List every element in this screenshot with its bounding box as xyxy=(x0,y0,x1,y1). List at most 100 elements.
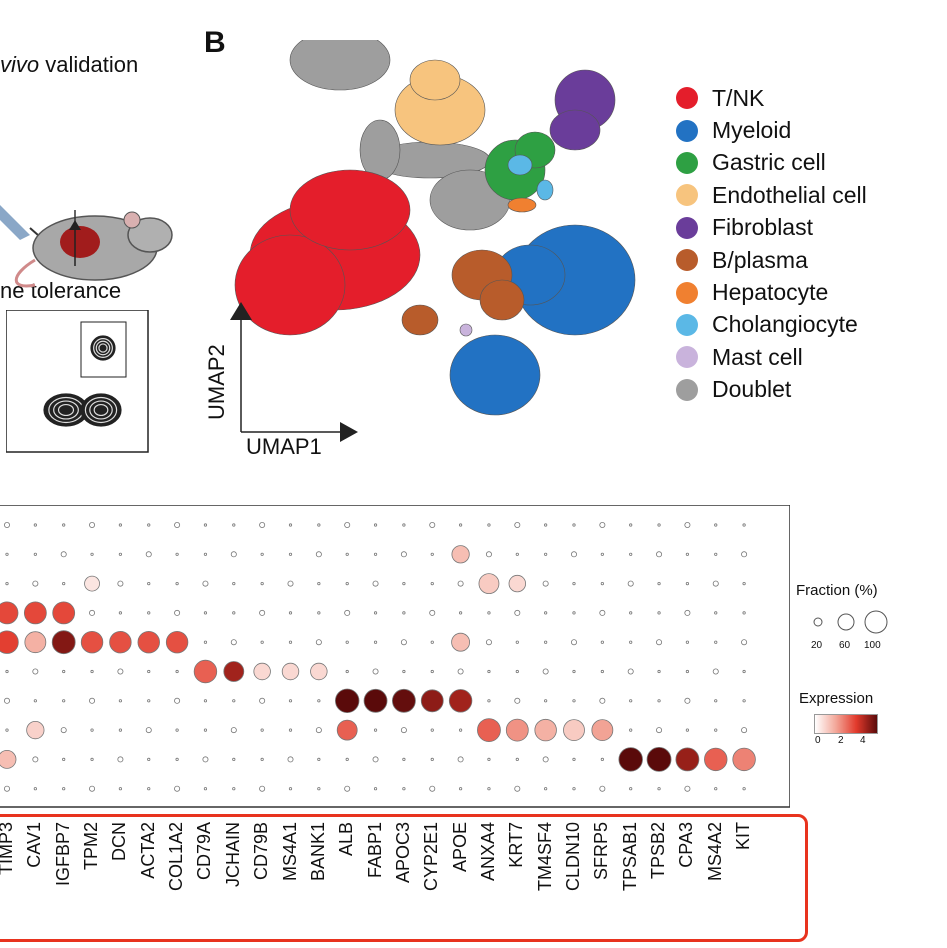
dot xyxy=(260,640,264,644)
dot xyxy=(223,661,245,682)
dot xyxy=(0,601,19,625)
dot xyxy=(430,582,434,586)
umap-cluster xyxy=(536,179,554,201)
gene-label: KRT7 xyxy=(506,822,527,868)
dot xyxy=(4,785,10,792)
dot xyxy=(451,632,471,652)
umap-cluster xyxy=(449,334,541,416)
dot xyxy=(742,669,746,674)
dot xyxy=(260,552,264,556)
dot xyxy=(402,611,406,615)
dot xyxy=(145,551,152,558)
gate-box xyxy=(80,321,127,378)
umap-cluster xyxy=(507,197,537,213)
dot xyxy=(32,756,39,763)
dot xyxy=(344,609,351,616)
dot xyxy=(487,669,491,674)
gene-label: CYP2E1 xyxy=(421,822,442,892)
flow-contour xyxy=(53,400,79,420)
dot xyxy=(109,630,132,654)
dot xyxy=(118,523,123,527)
dot xyxy=(534,718,557,742)
dot xyxy=(572,669,576,674)
umap-cluster xyxy=(507,154,533,176)
dot xyxy=(5,552,9,556)
dot xyxy=(572,582,576,586)
dot xyxy=(600,640,604,644)
mouse-ear xyxy=(123,211,141,229)
dot xyxy=(232,757,236,761)
dot xyxy=(310,662,328,681)
dot xyxy=(33,787,37,791)
dot xyxy=(118,787,123,791)
dot xyxy=(629,640,633,644)
dot xyxy=(315,639,322,646)
dot xyxy=(742,787,746,791)
dot xyxy=(174,609,181,616)
dot xyxy=(684,609,691,616)
dot xyxy=(5,728,9,732)
dot xyxy=(336,719,358,741)
umap-plot xyxy=(230,40,636,442)
dot xyxy=(62,757,66,761)
umap-y-label: UMAP2 xyxy=(204,344,229,420)
dot xyxy=(203,523,208,527)
dot xyxy=(487,699,491,703)
dot xyxy=(515,640,519,644)
dot xyxy=(544,787,548,791)
flow-cytometry-plot xyxy=(6,310,149,453)
dot xyxy=(572,611,576,615)
dot xyxy=(90,669,94,674)
legend-item: Endothelial cell xyxy=(676,179,867,211)
dot xyxy=(402,787,406,791)
dot xyxy=(90,552,94,556)
dot xyxy=(600,669,604,674)
dot xyxy=(373,523,378,527)
tolerance-label: ne tolerance xyxy=(0,278,122,303)
fraction-tick-100: 100 xyxy=(864,640,881,651)
flow-dots xyxy=(43,335,122,427)
umap-x-arrow-icon xyxy=(340,422,358,442)
dot xyxy=(684,521,691,528)
legend-item: Fibroblast xyxy=(676,212,867,244)
gene-label: ALB xyxy=(336,822,357,857)
dot xyxy=(373,611,378,615)
dot xyxy=(147,611,151,615)
dot xyxy=(714,523,718,527)
dot xyxy=(657,669,661,674)
flow-contour xyxy=(93,403,109,417)
dot xyxy=(685,728,690,732)
dot xyxy=(599,697,606,704)
dot xyxy=(33,699,37,703)
expression-colorbar xyxy=(814,714,878,734)
dot xyxy=(253,662,271,681)
dot xyxy=(345,757,349,761)
dot xyxy=(487,787,491,791)
dot xyxy=(542,756,549,763)
gene-label: COL1A2 xyxy=(166,822,187,892)
fraction-tick-60: 60 xyxy=(839,640,851,651)
dot xyxy=(260,582,264,586)
umap-cluster xyxy=(401,304,439,336)
dot xyxy=(429,785,436,792)
dot xyxy=(288,611,293,615)
dot xyxy=(657,611,661,615)
legend-dot xyxy=(676,281,698,304)
gene-label: TIMP3 xyxy=(0,822,16,876)
umap-cluster xyxy=(459,323,473,337)
dot xyxy=(89,609,96,616)
dot xyxy=(287,580,294,587)
dot xyxy=(145,727,152,734)
dot xyxy=(732,747,756,772)
dot xyxy=(572,757,576,761)
dot xyxy=(23,601,47,625)
dot xyxy=(288,523,293,527)
dot xyxy=(344,521,351,528)
dotplot xyxy=(0,505,790,808)
dot xyxy=(260,757,264,761)
dot xyxy=(0,750,17,769)
dot xyxy=(89,697,96,704)
dot xyxy=(335,688,360,714)
umap-y-arrow-icon xyxy=(230,302,252,320)
dot xyxy=(118,728,123,732)
